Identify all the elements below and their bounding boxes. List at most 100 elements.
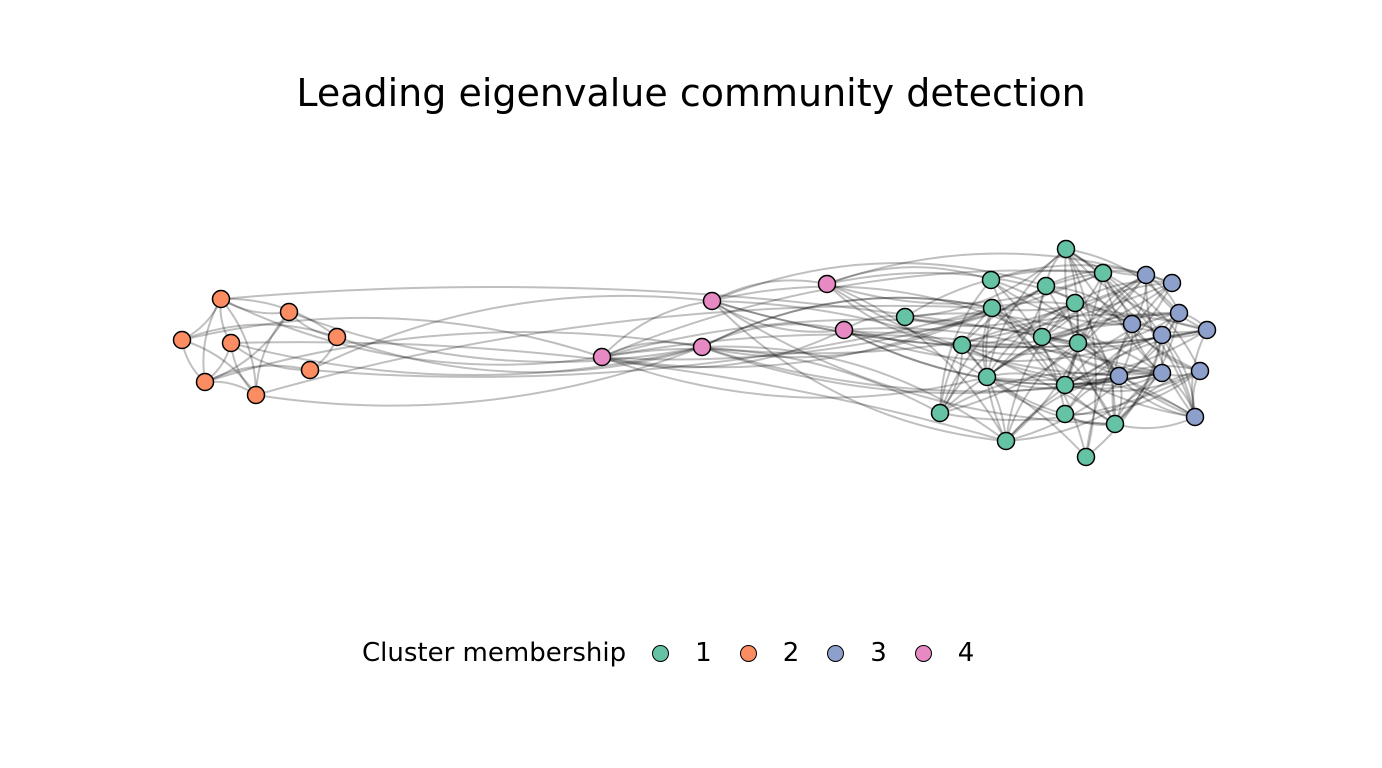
graph-edge <box>1064 370 1201 416</box>
graph-edge <box>1102 272 1163 374</box>
graph-edge <box>701 296 993 348</box>
graph-edge <box>904 269 1104 318</box>
legend-swatch-4 <box>914 644 932 662</box>
graph-edge <box>843 329 1087 458</box>
graph-edge <box>601 272 1104 361</box>
graph-node-cluster-3 <box>1152 363 1172 383</box>
graph-edge <box>904 248 1067 318</box>
graph-edge <box>986 329 1208 382</box>
graph-edge <box>826 252 1173 285</box>
graph-edge <box>1102 272 1201 372</box>
graph-edge <box>939 285 1047 414</box>
graph-edge <box>961 344 1163 381</box>
graph-edge <box>1005 342 1079 442</box>
graph-edge <box>1065 248 1201 372</box>
graph-edge <box>309 307 993 378</box>
graph-edge <box>220 298 603 366</box>
edge-layer <box>181 248 1208 458</box>
graph-edge <box>986 311 1180 378</box>
graph-node-cluster-1 <box>1068 333 1088 353</box>
graph-edge <box>986 323 1133 378</box>
graph-edge <box>1005 375 1120 442</box>
graph-edge <box>1114 370 1201 425</box>
graph-edge <box>904 312 1163 374</box>
graph-edge <box>939 274 1147 414</box>
legend-label-4: 4 <box>957 638 975 668</box>
graph-edge <box>255 346 703 407</box>
graph-node-cluster-4 <box>592 347 612 367</box>
node-layer <box>172 239 1217 467</box>
graph-edge <box>1064 372 1163 390</box>
graph-node-cluster-2 <box>221 333 241 353</box>
legend-label-2: 2 <box>782 638 800 668</box>
chart-title: Leading eigenvalue community detection <box>296 71 1086 115</box>
graph-edge <box>601 318 1079 358</box>
graph-edge <box>1064 248 1079 386</box>
graph-edge <box>701 346 1163 393</box>
graph-node-cluster-4 <box>692 337 712 357</box>
graph-edge <box>1064 282 1173 386</box>
graph-edge <box>1045 285 1133 325</box>
legend-item-3: 3 <box>827 638 887 668</box>
graph-edge <box>991 301 1133 325</box>
graph-node-cluster-3 <box>1162 273 1182 293</box>
graph-edge <box>904 302 1076 328</box>
graph-node-cluster-1 <box>930 403 950 423</box>
graph-edge <box>1085 282 1173 458</box>
graph-edge <box>991 307 1087 458</box>
graph-node-cluster-1 <box>1093 263 1113 283</box>
graph-edge <box>1065 248 1097 458</box>
graph-edge <box>961 344 1007 442</box>
graph-edge <box>1065 248 1208 331</box>
graph-node-cluster-2 <box>300 360 320 380</box>
graph-edge <box>204 311 290 383</box>
graph-node-cluster-1 <box>1032 327 1052 347</box>
graph-node-cluster-3 <box>1122 314 1142 334</box>
graph-edge <box>1161 334 1196 418</box>
graph-edge <box>843 329 1163 363</box>
graph-node-cluster-1 <box>1065 293 1085 313</box>
graph-edge <box>309 294 713 371</box>
graph-edge <box>711 262 1047 302</box>
graph-edge <box>1005 272 1104 442</box>
graph-edge <box>843 285 1047 334</box>
graph-edge <box>601 329 845 369</box>
graph-edge <box>826 272 1104 305</box>
graph-edge <box>991 307 1196 418</box>
graph-node-cluster-2 <box>211 289 231 309</box>
graph-edge <box>255 311 290 396</box>
graph-edge <box>1064 382 1196 418</box>
graph-node-cluster-3 <box>1169 303 1189 323</box>
legend-title: Cluster membership <box>362 638 627 668</box>
graph-edge <box>961 313 1208 346</box>
graph-edge <box>1144 274 1196 418</box>
graph-edge <box>701 323 845 348</box>
graph-node-cluster-2 <box>195 372 215 392</box>
graph-node-cluster-1 <box>895 307 915 327</box>
graph-node-cluster-3 <box>1190 361 1210 381</box>
graph-edge <box>1005 372 1163 442</box>
graph-node-cluster-4 <box>817 274 837 294</box>
graph-node-cluster-1 <box>996 431 1016 451</box>
graph-node-cluster-1 <box>1105 414 1125 434</box>
graph-edge <box>1077 312 1180 345</box>
graph-edge <box>826 283 963 346</box>
graph-edge <box>220 286 1079 344</box>
graph-node-cluster-2 <box>327 327 347 347</box>
graph-edge <box>961 344 1066 415</box>
graph-edge <box>701 307 993 359</box>
graph-node-cluster-4 <box>702 291 722 311</box>
graph-edge <box>826 266 992 285</box>
graph-edge <box>986 375 1120 390</box>
graph-edge <box>1041 274 1147 338</box>
graph-edge <box>986 285 1047 378</box>
graph-edge <box>961 272 1104 346</box>
graph-node-cluster-4 <box>834 320 854 340</box>
graph-edge <box>1005 302 1076 442</box>
graph-edge <box>939 312 1180 414</box>
graph-node-cluster-1 <box>982 298 1002 318</box>
graph-edge <box>939 307 993 414</box>
graph-edge <box>1065 248 1180 314</box>
